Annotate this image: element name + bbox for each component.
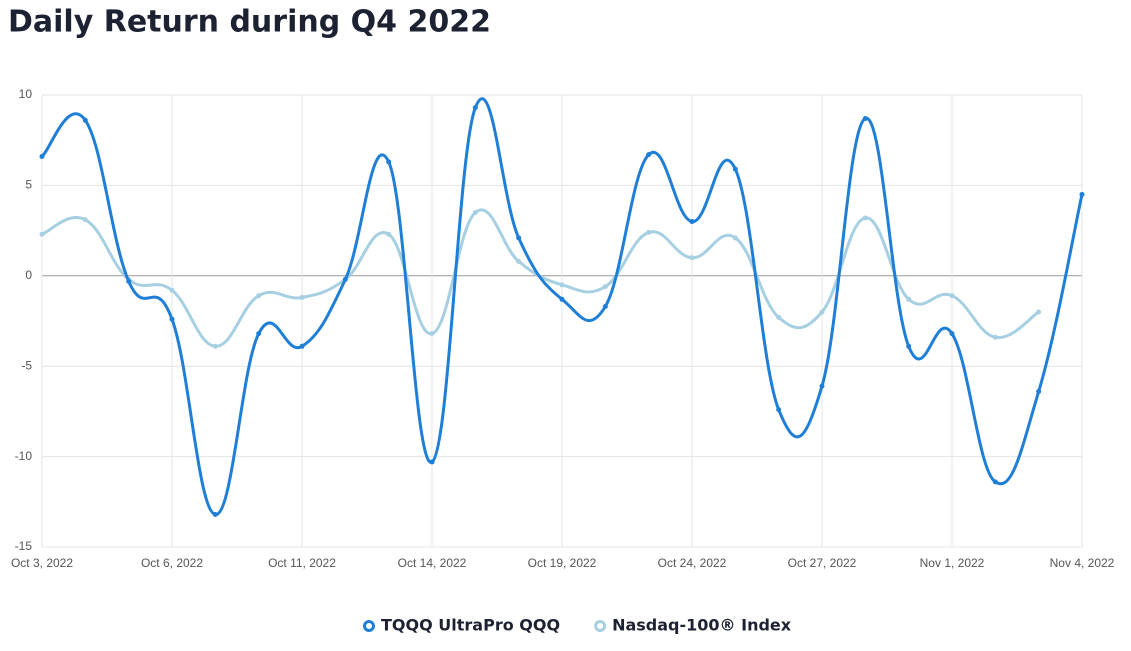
data-point xyxy=(689,255,695,261)
data-point xyxy=(516,235,522,241)
data-point xyxy=(256,331,262,337)
data-point xyxy=(429,331,435,337)
x-tick-label: Oct 11, 2022 xyxy=(268,556,336,570)
data-point xyxy=(39,231,45,237)
data-point xyxy=(82,117,88,123)
x-tick-label: Oct 24, 2022 xyxy=(658,556,727,570)
x-tick-label: Oct 6, 2022 xyxy=(141,556,203,570)
data-point xyxy=(429,459,435,465)
x-tick-label: Oct 19, 2022 xyxy=(528,556,597,570)
data-point xyxy=(602,284,608,290)
legend-marker xyxy=(594,620,607,632)
data-point xyxy=(819,309,825,315)
y-tick-label: 0 xyxy=(25,268,32,282)
data-point xyxy=(126,278,132,284)
x-tick-label: Nov 1, 2022 xyxy=(920,556,985,570)
chart-title: Daily Return during Q4 2022 xyxy=(8,5,491,40)
data-point xyxy=(1036,309,1042,315)
data-point xyxy=(386,231,392,237)
data-point xyxy=(992,479,998,485)
data-point xyxy=(212,343,218,349)
data-point xyxy=(299,343,305,349)
data-point xyxy=(949,331,955,337)
data-point xyxy=(472,105,478,111)
y-tick-label: 10 xyxy=(19,87,33,101)
data-point xyxy=(82,217,88,223)
data-point xyxy=(299,294,305,300)
data-point xyxy=(732,166,738,172)
data-point xyxy=(516,258,522,264)
data-point xyxy=(949,293,955,299)
data-point xyxy=(342,276,348,282)
data-point xyxy=(559,282,565,288)
legend-label: TQQQ UltraPro QQQ xyxy=(381,616,560,635)
data-point xyxy=(906,296,912,302)
data-point xyxy=(732,235,738,241)
y-tick-label: -15 xyxy=(15,539,33,553)
data-point xyxy=(689,219,695,225)
data-point xyxy=(1036,389,1042,395)
data-point xyxy=(906,343,912,349)
data-point xyxy=(776,407,782,413)
legend-label: Nasdaq-100® Index xyxy=(612,616,792,635)
data-point xyxy=(559,296,565,302)
data-point xyxy=(256,293,262,299)
data-point xyxy=(819,383,825,389)
data-point xyxy=(212,511,218,517)
x-tick-label: Oct 14, 2022 xyxy=(398,556,467,570)
series-line xyxy=(40,97,1084,516)
y-tick-label: -10 xyxy=(15,449,33,463)
data-point xyxy=(646,152,652,158)
data-point xyxy=(1079,191,1085,197)
data-point xyxy=(776,314,782,320)
data-point xyxy=(646,229,652,235)
data-point xyxy=(992,334,998,340)
y-tick-label: -5 xyxy=(21,358,32,372)
data-point xyxy=(472,210,478,216)
data-point xyxy=(862,116,868,122)
data-point xyxy=(169,287,175,293)
x-tick-label: Nov 4, 2022 xyxy=(1050,556,1115,570)
data-point xyxy=(386,159,392,165)
x-tick-label: Oct 3, 2022 xyxy=(11,556,73,570)
y-tick-label: 5 xyxy=(25,178,32,192)
data-point xyxy=(862,215,868,221)
data-point xyxy=(602,304,608,310)
data-point xyxy=(39,153,45,159)
x-tick-label: Oct 27, 2022 xyxy=(788,556,857,570)
data-point xyxy=(169,316,175,322)
legend-marker xyxy=(363,620,375,632)
